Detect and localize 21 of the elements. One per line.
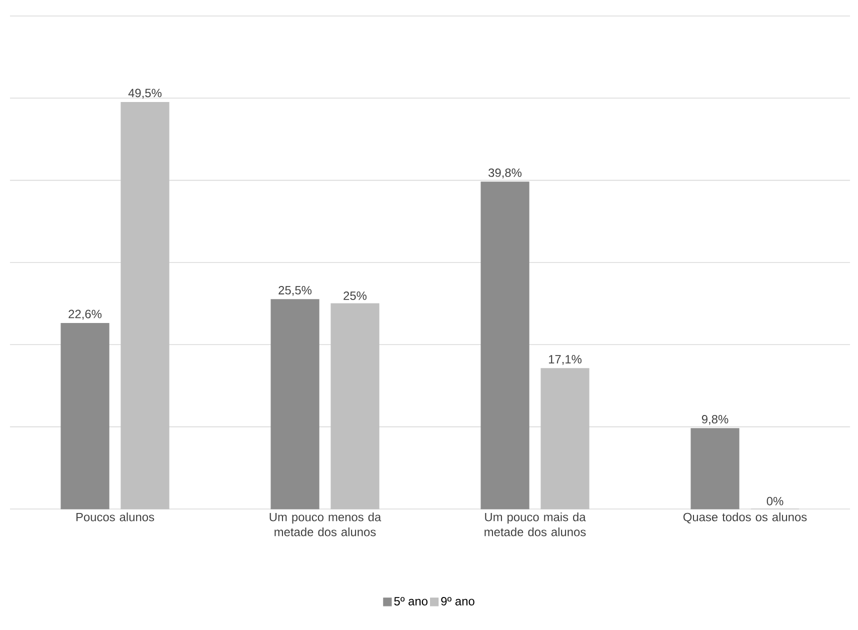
bar	[690, 428, 740, 510]
data-label: 39,8%	[488, 168, 522, 178]
data-label: 17,1%	[548, 355, 582, 365]
bar	[480, 182, 530, 510]
bar	[60, 322, 110, 510]
bar	[540, 368, 590, 510]
x-tick-label: Um pouco mais da metade dos alunos	[484, 512, 586, 536]
bar	[330, 303, 380, 510]
data-label: 0%	[766, 496, 784, 506]
x-tick-label: Poucos alunos	[76, 512, 154, 522]
x-tick-label: Quase todos os alunos	[683, 512, 807, 524]
data-label: 9,8%	[702, 414, 728, 425]
legend-label: 9º ano	[441, 596, 474, 606]
data-label: 22,6%	[68, 310, 102, 320]
legend-label: 5º ano	[394, 596, 428, 606]
bar	[120, 102, 170, 510]
x-tick-label: Um pouco menos da metade dos alunos	[270, 512, 382, 536]
data-label: 25,5%	[278, 286, 312, 296]
bar	[270, 299, 320, 510]
data-label: 25%	[344, 291, 367, 300]
data-label: 49,5%	[128, 88, 162, 99]
